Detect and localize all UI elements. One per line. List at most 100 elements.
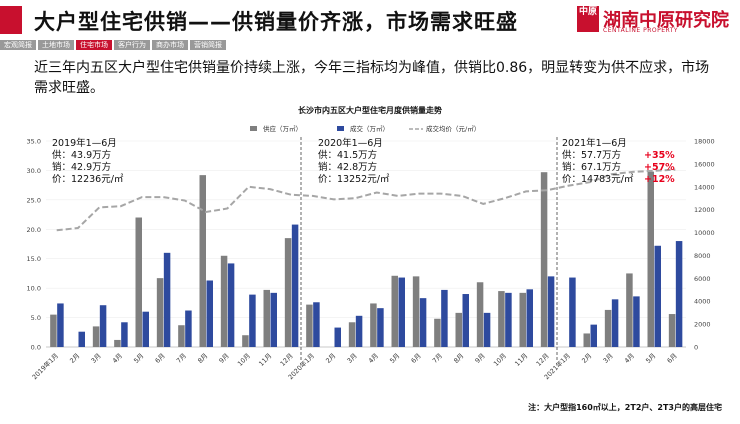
footnote: 注：大户型指160㎡以上，2T2户、2T3户的高层住宅 <box>528 403 722 412</box>
nav-item-residential[interactable]: 住宅市场 <box>76 40 112 50</box>
y-right-tick-label: 16000 <box>694 160 715 168</box>
bar-supply-19 <box>455 312 462 347</box>
x-tick-label: 5月 <box>132 352 145 365</box>
bar-deal-11 <box>291 224 299 347</box>
bar-supply-12 <box>306 304 313 347</box>
y-left-tick-label: 5.0 <box>31 314 41 322</box>
y-right-tick-label: 8000 <box>694 252 711 260</box>
annotation-period-0: 2019年1—6月 <box>52 137 117 149</box>
bar-deal-6 <box>185 310 192 347</box>
nav-item-land[interactable]: 土地市场 <box>38 40 74 50</box>
x-tick-label: 11月 <box>513 352 529 368</box>
y-left-tick-label: 10.0 <box>27 285 41 293</box>
bar-supply-16 <box>391 275 398 347</box>
y-right-tick-label: 0 <box>694 344 698 352</box>
x-tick-label: 9月 <box>474 352 487 365</box>
bar-supply-25 <box>583 333 590 347</box>
bar-deal-16 <box>398 277 405 347</box>
annotation-change-0: +35% <box>644 150 675 161</box>
bar-supply-15 <box>370 303 377 347</box>
bar-deal-14 <box>355 315 363 347</box>
bar-deal-0 <box>57 303 64 347</box>
bar-supply-11 <box>284 238 292 347</box>
y-left-tick-label: 0.0 <box>31 344 41 352</box>
bar-deal-4 <box>142 311 149 347</box>
x-tick-label: 5月 <box>644 352 657 365</box>
annotation-supply-2: 供：57.7万方 <box>562 149 621 161</box>
x-tick-label: 10月 <box>492 352 508 368</box>
bar-supply-5 <box>156 278 164 347</box>
nav-item-customer[interactable]: 客户行为 <box>114 40 150 50</box>
x-tick-label: 8月 <box>452 352 465 365</box>
bar-supply-22 <box>519 292 526 347</box>
bar-deal-15 <box>377 308 384 347</box>
bar-deal-19 <box>462 294 469 347</box>
annotation-price-2: 价：14783元/㎡ <box>562 174 634 185</box>
bar-supply-26 <box>604 309 612 347</box>
bar-supply-17 <box>412 276 420 347</box>
brand-logo: 中原 湖南中原研究院 CENTALINE PROPERTY <box>577 6 733 36</box>
section-nav: 宏观简报 土地市场 住宅市场 客户行为 商办市场 营销简报 <box>0 40 740 50</box>
bar-deal-18 <box>441 289 448 347</box>
bar-deal-25 <box>590 324 597 347</box>
bar-supply-6 <box>178 325 185 347</box>
bar-deal-17 <box>419 298 427 347</box>
annotation-period-1: 2020年1—6月 <box>318 137 383 149</box>
bar-deal-7 <box>206 280 213 347</box>
y-left-tick-label: 15.0 <box>27 255 41 263</box>
bar-supply-8 <box>220 255 228 347</box>
y-right-tick-label: 2000 <box>694 321 711 329</box>
y-left-tick-label: 20.0 <box>27 226 41 234</box>
y-left-tick-label: 35.0 <box>27 138 41 146</box>
nav-item-macro[interactable]: 宏观简报 <box>0 40 36 50</box>
nav-item-commercial[interactable]: 商办市场 <box>152 40 188 50</box>
annotation-supply-0: 供：43.9万方 <box>52 149 111 161</box>
annotation-price-0: 价：12236元/㎡ <box>52 174 124 185</box>
bar-supply-29 <box>668 314 676 347</box>
legend-label-1: 成交（万㎡） <box>350 124 389 133</box>
bar-deal-9 <box>249 294 256 347</box>
chart-title: 长沙市内五区大户型住宅月度供销量走势 <box>298 105 442 115</box>
y-right-tick-label: 12000 <box>694 206 715 214</box>
x-tick-label: 2019年1月 <box>30 351 60 381</box>
bar-supply-20 <box>476 282 484 347</box>
title-accent-block <box>0 6 22 34</box>
logo-subtitle: CENTALINE PROPERTY <box>603 27 679 34</box>
bar-deal-5 <box>163 252 171 347</box>
x-tick-label: 2月 <box>324 352 337 365</box>
legend-swatch-1 <box>337 126 344 131</box>
x-tick-label: 2月 <box>580 352 593 365</box>
y-right-tick-label: 18000 <box>694 138 715 146</box>
x-tick-label: 6月 <box>154 352 167 365</box>
x-tick-label: 3月 <box>346 352 359 365</box>
bar-deal-10 <box>270 292 277 347</box>
legend-swatch-0 <box>250 126 257 131</box>
x-tick-label: 5月 <box>388 352 401 365</box>
y-left-tick-label: 25.0 <box>27 196 41 204</box>
bar-deal-24 <box>569 277 576 347</box>
x-tick-label: 3月 <box>90 352 103 365</box>
x-tick-label: 3月 <box>602 352 615 365</box>
title-bar: 大户型住宅供销——供销量价齐涨，市场需求旺盛 中原 湖南中原研究院 CENTAL… <box>0 0 740 40</box>
price-line <box>56 168 676 232</box>
annotation-deal-0: 销：42.9万方 <box>52 161 111 173</box>
bar-deal-22 <box>526 289 533 347</box>
annotation-change-2: +12% <box>644 174 675 185</box>
y-left-tick-label: 30.0 <box>27 167 41 175</box>
nav-item-marketing[interactable]: 营销简报 <box>190 40 226 50</box>
bar-deal-27 <box>633 296 640 347</box>
annotation-price-1: 价：13252元/㎡ <box>318 174 390 185</box>
y-right-tick-label: 10000 <box>694 229 715 237</box>
legend-label-2: 成交均价（元/㎡） <box>426 124 480 133</box>
x-tick-label: 6月 <box>666 352 679 365</box>
bar-deal-12 <box>313 302 320 347</box>
bar-supply-10 <box>263 289 270 347</box>
bar-supply-14 <box>348 322 356 347</box>
bar-deal-3 <box>121 322 128 347</box>
bar-deal-28 <box>654 245 661 347</box>
bar-supply-18 <box>434 318 441 347</box>
chart-container: 长沙市内五区大户型住宅月度供销量走势 供应（万㎡） 成交（万㎡） 成交均价（元/㎡） 0… <box>0 96 740 420</box>
bar-deal-20 <box>483 312 491 347</box>
bar-deal-26 <box>611 299 619 347</box>
bar-deal-1 <box>78 331 85 347</box>
